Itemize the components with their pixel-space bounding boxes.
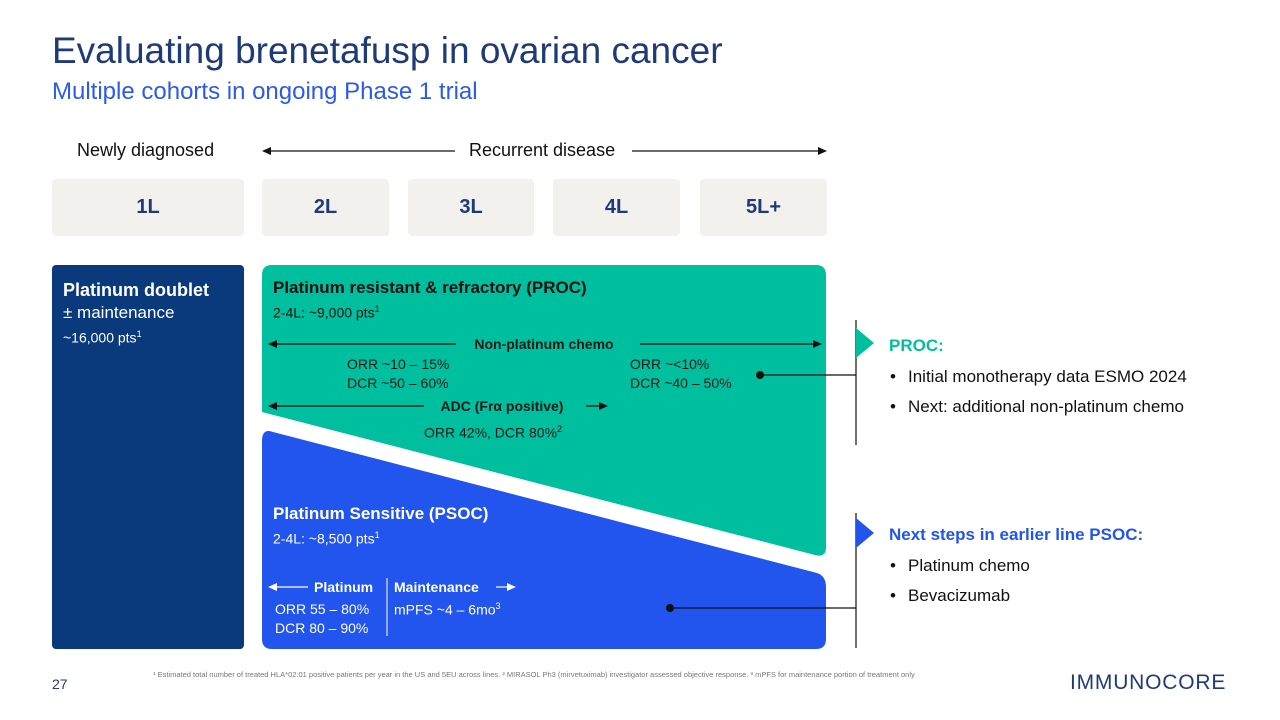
psoc-platinum-label: Platinum [314,579,374,595]
cohort-shapes [262,265,826,649]
psoc-orr: ORR 55 – 80% [275,601,370,617]
psoc-connector [666,604,856,612]
adc-result: ORR 42%, DCR 80%2 [424,424,563,441]
psoc-shape [262,431,826,649]
header-newly-diagnosed: Newly diagnosed [77,140,215,160]
proc-pts: 2-4L: ~9,000 pts1 [273,304,380,321]
callout-proc-bullet: Initial monotherapy data ESMO 2024 [890,367,1187,387]
line-box-4l: 4L [553,179,680,236]
proc-title: Platinum resistant & refractory (PROC) [273,278,587,297]
callout-psoc-bullet: Platinum chemo [890,556,1030,576]
proc-shape [262,265,826,556]
proc-orr-right: ORR ~<10% [630,356,710,372]
callout-psoc-bullet: Bevacizumab [890,586,1010,606]
line-box-1l: 1L [52,179,244,236]
callout-proc-bullet: Next: additional non-platinum chemo [890,397,1184,417]
page-title: Evaluating brenetafusp in ovarian cancer [52,30,723,71]
header-recurrent-disease: Recurrent disease [469,140,616,160]
page-subtitle: Multiple cohorts in ongoing Phase 1 tria… [52,78,478,105]
psoc-arrows [268,578,516,636]
adc-arrow [268,402,608,410]
psoc-title: Platinum Sensitive (PSOC) [273,504,489,523]
nonplat-arrow [268,340,822,348]
proc-dcr-right: DCR ~40 – 50% [630,375,732,391]
line-box-5l: 5L+ [700,179,827,236]
first-line-title: Platinum doublet [63,280,209,300]
first-line-sub: ± maintenance [63,303,175,322]
adc-label: ADC (Frα positive) [440,398,564,414]
first-line-pts: ~16,000 pts1 [63,329,142,346]
immunocore-logo: IMMUNOCORE [1070,671,1227,694]
callout-connectors [756,320,874,648]
callout-psoc-heading: Next steps in earlier line PSOC: [889,525,1144,544]
nonplat-label: Non-platinum chemo [474,336,614,352]
psoc-pts: 2-4L: ~8,500 pts1 [273,530,380,547]
recurrent-arrow [262,147,827,155]
first-line-block [52,265,244,649]
callout-proc-heading: PROC: [889,336,944,355]
line-box-3l: 3L [408,179,534,236]
line-box-2l: 2L [262,179,389,236]
proc-orr-left: ORR ~10 – 15% [347,356,450,372]
psoc-maintenance-label: Maintenance [394,579,479,595]
footnote: ¹ Estimated total number of treated HLA*… [153,670,915,679]
psoc-mpfs: mPFS ~4 – 6mo3 [394,601,501,618]
psoc-dcr: DCR 80 – 90% [275,620,369,636]
proc-dcr-left: DCR ~50 – 60% [347,375,449,391]
page-number: 27 [52,676,68,692]
